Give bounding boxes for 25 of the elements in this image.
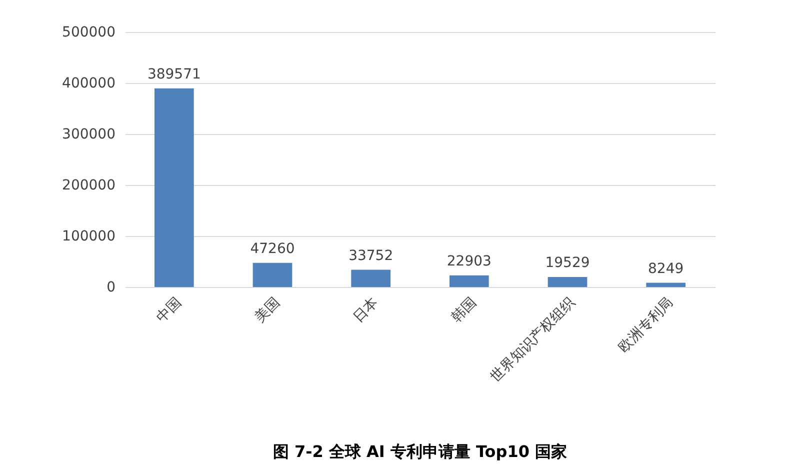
- x-tick-label: 韩国: [448, 294, 480, 326]
- bar: [154, 88, 194, 287]
- y-tick-label: 0: [106, 280, 116, 296]
- x-tick-label: 日本: [350, 294, 382, 326]
- y-tick-label: 200000: [62, 178, 116, 194]
- bar: [548, 277, 588, 287]
- x-tick-label: 美国: [252, 294, 284, 326]
- text: 图 7-2 全球 AI 专利申请量 Top10 国家: [272, 442, 568, 462]
- data-label: 33752: [348, 248, 394, 264]
- data-label: 389571: [147, 66, 201, 82]
- y-tick-label: 500000: [62, 24, 116, 40]
- x-tick-label: 世界知识产权组织: [488, 294, 578, 386]
- y-tick-label: 400000: [62, 76, 116, 92]
- data-label: 47260: [250, 240, 295, 257]
- data-label: 8249: [648, 260, 684, 277]
- bar: [252, 262, 292, 287]
- x-tick-label: 欧洲专利局: [616, 294, 676, 356]
- data-label: 22903: [446, 253, 492, 270]
- data-label: 19529: [545, 255, 590, 272]
- bar: [646, 282, 686, 287]
- bar: [351, 270, 390, 287]
- x-tick-label: 中国: [154, 294, 185, 326]
- y-tick-label: 100000: [62, 228, 116, 244]
- bar: [450, 275, 489, 287]
- y-tick-label: 300000: [62, 126, 116, 142]
